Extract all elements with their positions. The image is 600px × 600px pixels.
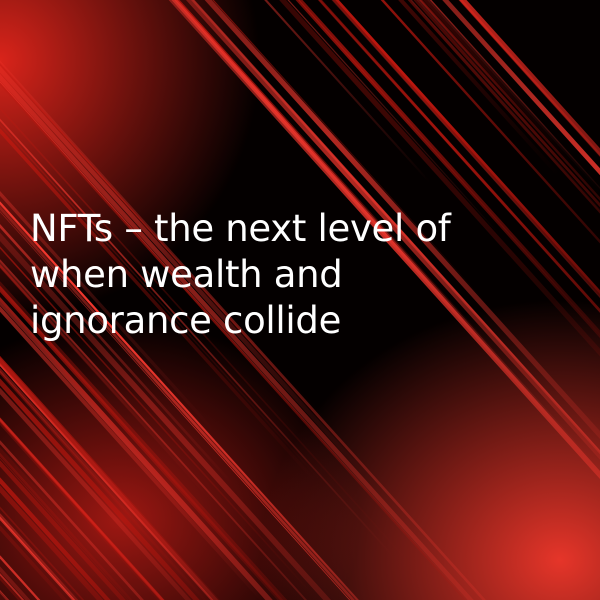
light-streak	[164, 0, 600, 600]
light-streak	[50, 0, 600, 600]
light-streak	[0, 0, 216, 503]
headline-line-2: when wealth and	[30, 253, 343, 296]
headline-line-1: NFTs – the next level of	[30, 207, 451, 250]
light-streak	[0, 127, 320, 600]
light-streak	[0, 149, 405, 600]
light-streak	[0, 0, 594, 466]
light-streak	[0, 0, 230, 600]
light-streak	[0, 0, 197, 600]
light-streak	[0, 0, 514, 600]
light-streak	[0, 0, 487, 600]
light-streak	[39, 0, 600, 566]
light-streak	[7, 0, 600, 516]
light-streak	[0, 0, 600, 524]
light-streak	[0, 0, 317, 482]
light-streak	[0, 13, 183, 600]
light-streak	[0, 0, 194, 600]
light-streak	[0, 0, 495, 313]
light-streak	[0, 0, 267, 600]
light-streak	[49, 0, 600, 460]
headline: NFTs – the next level of when wealth and…	[30, 206, 550, 344]
light-streak	[0, 6, 512, 600]
light-streak	[0, 0, 521, 600]
light-streak	[0, 0, 395, 558]
light-streak	[79, 0, 561, 177]
light-streak	[0, 0, 217, 540]
light-streak	[0, 0, 526, 600]
light-streak	[0, 0, 431, 184]
light-streak	[0, 0, 216, 433]
light-streak	[0, 0, 234, 486]
light-streak	[0, 0, 473, 600]
light-streak	[74, 0, 600, 253]
light-streak	[28, 0, 600, 531]
light-streak	[10, 0, 600, 411]
light-streak	[4, 0, 574, 165]
light-streak	[0, 35, 311, 600]
light-streak	[0, 0, 600, 509]
light-streak	[46, 0, 600, 371]
light-streak	[0, 0, 326, 487]
light-streak	[0, 0, 501, 237]
light-streak	[0, 0, 439, 600]
light-streak	[0, 0, 384, 490]
light-streak	[0, 0, 219, 600]
light-streak	[0, 18, 265, 600]
light-streak	[0, 0, 579, 600]
light-streak	[0, 17, 381, 600]
light-streak	[0, 0, 367, 476]
light-streak	[128, 0, 600, 496]
light-streak	[0, 0, 600, 373]
light-streak	[0, 0, 147, 533]
light-streak	[82, 0, 600, 320]
headline-line-3: ignorance collide	[30, 299, 342, 342]
light-streak	[0, 0, 416, 570]
light-streak	[37, 0, 600, 193]
light-streak	[22, 0, 600, 506]
light-streak	[0, 0, 316, 598]
